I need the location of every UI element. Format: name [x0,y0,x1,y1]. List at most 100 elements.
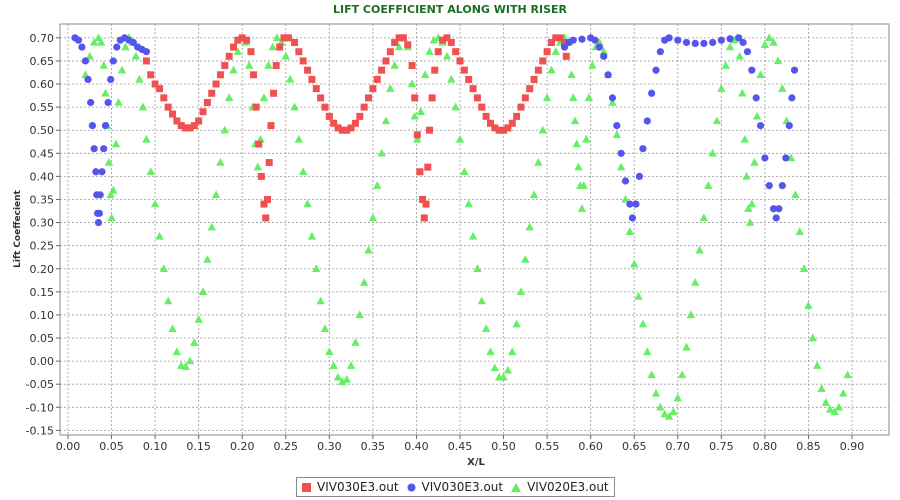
data-point-square [373,75,381,83]
data-point-triangle [547,65,556,74]
data-point-circle [560,43,569,51]
data-point-triangle [420,70,430,78]
data-point-square [195,117,203,125]
data-point-square [534,66,542,74]
data-point-triangle [750,158,759,166]
data-point-triangle [464,199,473,208]
data-point-square [508,119,516,127]
data-point-circle [591,36,599,44]
y-tick-label: 0.10 [30,309,55,322]
data-point-triangle [121,42,130,51]
data-point-triangle [194,315,203,323]
data-point-triangle [135,74,144,83]
data-point-triangle [386,84,395,92]
x-tick-label: 0.70 [666,440,691,453]
x-tick-label: 0.65 [622,440,647,453]
data-point-triangle [473,264,482,272]
data-point-circle [635,172,644,180]
data-point-triangle [630,259,639,268]
x-tick-label: 0.75 [709,440,734,453]
data-point-circle [643,117,651,125]
data-point-triangle [712,116,722,125]
data-point-triangle [229,65,238,74]
data-point-triangle [830,407,839,416]
data-point-triangle [373,181,382,189]
data-point-triangle [843,370,852,379]
y-tick-label: 0.40 [30,170,55,183]
data-point-triangle [725,42,735,51]
data-point-square [443,34,451,42]
data-point-triangle [146,167,155,175]
data-series [71,33,852,420]
data-point-triangle [185,356,195,365]
data-point-square [164,103,172,111]
data-point-circle [104,98,112,107]
data-point-circle [92,168,100,176]
data-point-circle [87,98,95,107]
data-point-square [290,38,298,46]
data-point-triangle [534,158,543,166]
data-point-triangle [168,324,177,332]
data-point-circle [700,39,708,47]
data-point-triangle [447,74,456,83]
data-point-circle [626,200,634,208]
legend-label: VIV020E3.out [527,480,609,494]
data-point-square [365,94,373,102]
data-point-triangle [299,167,308,175]
data-point-triangle [826,405,835,413]
data-point-square [552,34,560,42]
data-point-square [351,119,359,127]
data-point-square [447,38,455,46]
series-triangle [81,33,852,420]
data-point-circle [569,36,577,44]
data-point-triangle [669,407,678,416]
data-point-circle [648,89,656,97]
data-point-triangle [338,377,347,386]
data-point-triangle [490,363,500,372]
data-point-triangle [316,296,325,305]
data-point-square [513,112,521,120]
data-point-square [539,57,547,65]
data-point-square [424,163,432,171]
data-point-square [399,34,407,42]
data-point-triangle [325,347,334,356]
data-point-square [382,57,390,65]
data-point-square [413,131,421,139]
data-point-square [420,214,428,222]
data-point-triangle [567,70,576,78]
data-point-circle [632,200,640,208]
x-tick-label: 0.80 [753,440,778,453]
x-tick-label: 0.20 [230,440,255,453]
y-tick-label: 0.45 [30,147,55,160]
data-point-circle [578,35,586,43]
series-square [142,34,570,222]
y-tick-label: 0.35 [30,193,55,206]
data-point-square [404,41,412,49]
data-point-triangle [368,213,378,222]
series-circle [71,34,799,227]
data-point-triangle [569,93,578,102]
data-point-triangle [745,218,755,226]
data-point-triangle [377,148,386,157]
data-point-square [312,85,320,93]
data-point-square [456,57,464,65]
data-point-circle [778,182,786,190]
data-point-square [295,48,303,56]
data-point-triangle [747,199,757,208]
data-point-circle [84,75,92,84]
data-point-triangle [695,245,704,254]
data-point-triangle [407,79,417,88]
data-point-triangle [460,167,469,175]
data-point-triangle [150,199,160,208]
data-point-circle [100,145,108,153]
data-point-triangle [333,372,343,381]
data-point-square [452,48,460,56]
data-point-square [360,103,368,111]
data-point-circle [772,214,780,222]
data-point-square [469,85,477,93]
data-point-triangle [599,47,608,55]
data-point-square [247,48,255,56]
data-point-square [530,75,538,83]
data-point-circle [98,168,106,176]
data-point-triangle [839,388,848,397]
